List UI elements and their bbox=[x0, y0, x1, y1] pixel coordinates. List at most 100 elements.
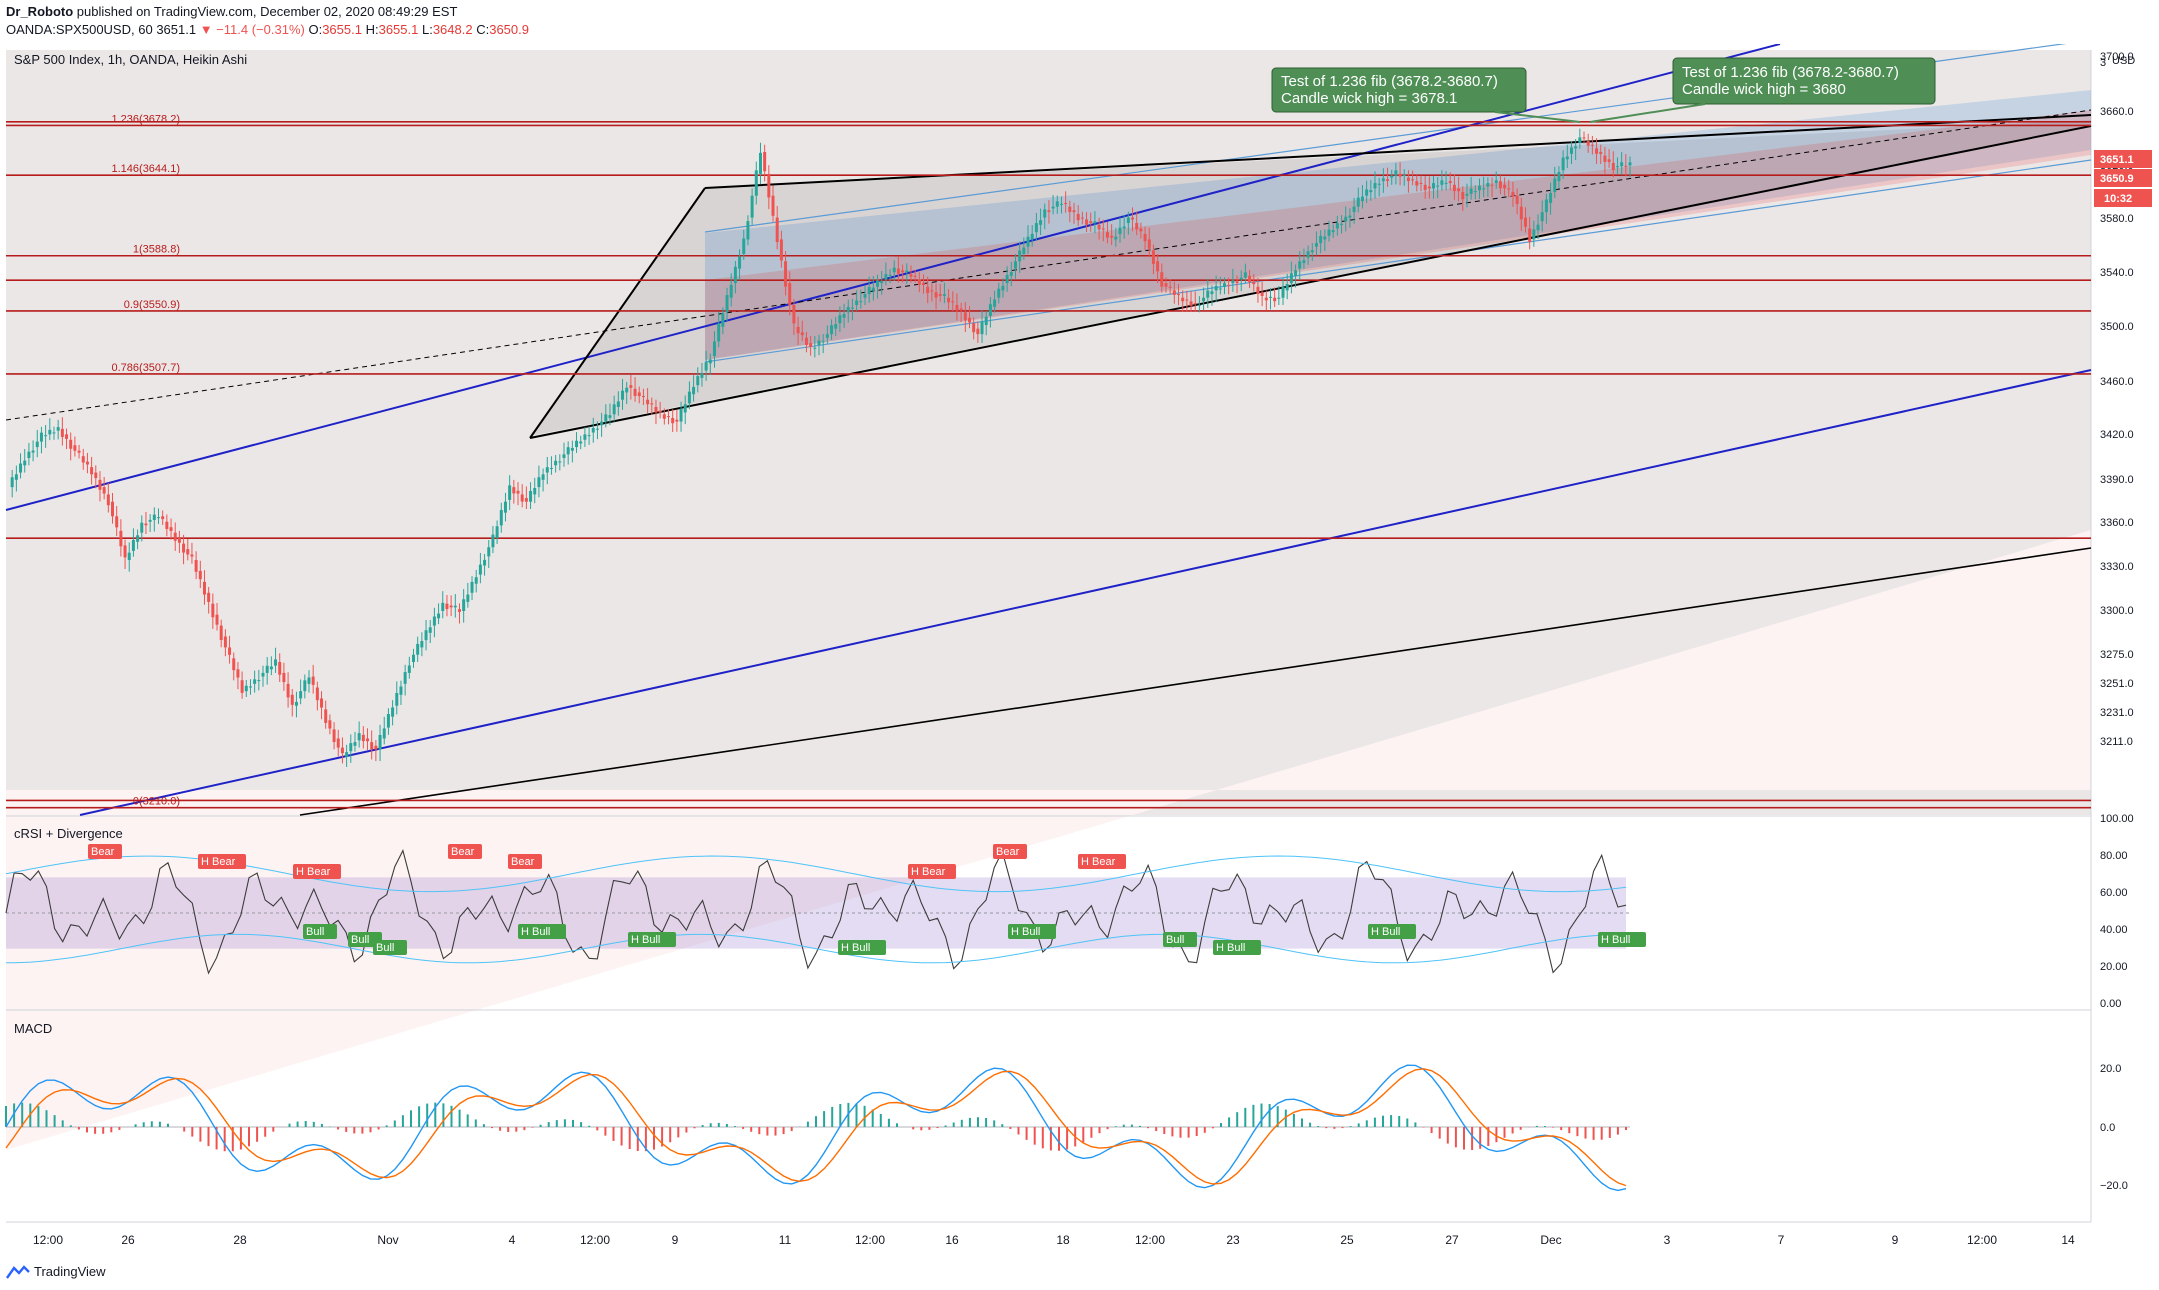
macd-hist-bar bbox=[539, 1124, 542, 1127]
macd-hist-bar bbox=[758, 1127, 761, 1135]
macd-hist-bar bbox=[1130, 1124, 1133, 1127]
candle-body bbox=[437, 613, 441, 619]
time-tick-label: 9 bbox=[672, 1233, 679, 1247]
candle-body bbox=[1557, 171, 1561, 182]
candle-body bbox=[1068, 206, 1072, 213]
candle-body bbox=[533, 488, 537, 495]
candle-body bbox=[1348, 215, 1352, 218]
candle-body bbox=[152, 514, 156, 520]
candle-body bbox=[821, 341, 825, 343]
macd-hist-bar bbox=[1195, 1127, 1198, 1136]
candle-body bbox=[1406, 177, 1410, 182]
candle-body bbox=[667, 416, 671, 418]
candle-body bbox=[483, 559, 487, 566]
candle-body bbox=[1289, 273, 1293, 284]
main-legend: S&P 500 Index, 1h, OANDA, Heikin Ashi bbox=[14, 52, 247, 67]
candle-body bbox=[111, 501, 115, 517]
candle-body bbox=[1252, 281, 1256, 285]
price-tick-label: 3580.0 bbox=[2100, 213, 2134, 225]
candle-body bbox=[951, 301, 955, 303]
candle-body bbox=[913, 275, 917, 277]
crsi-tick-label: 0.00 bbox=[2100, 998, 2121, 1010]
callout-2[interactable]: Test of 1.236 fib (3678.2-3680.7) Candle… bbox=[1672, 57, 1936, 105]
candle-body bbox=[257, 680, 261, 682]
candle-body bbox=[871, 287, 875, 291]
macd-hist-bar bbox=[369, 1127, 372, 1133]
time-tick-label: 12:00 bbox=[580, 1233, 610, 1247]
candle-body bbox=[470, 581, 474, 593]
macd-hist-bar bbox=[1009, 1127, 1012, 1130]
callout-1[interactable]: Test of 1.236 fib (3678.2-3680.7) Candle… bbox=[1271, 67, 1527, 113]
candle-body bbox=[988, 304, 992, 316]
candle-body bbox=[1013, 261, 1017, 269]
macd-hist-bar bbox=[1333, 1127, 1336, 1129]
macd-hist-bar bbox=[223, 1127, 226, 1152]
macd-hist-bar bbox=[693, 1127, 696, 1129]
candle-body bbox=[232, 658, 236, 671]
macd-hist-bar bbox=[985, 1117, 988, 1127]
candle-body bbox=[462, 599, 466, 611]
candle-body bbox=[332, 729, 336, 742]
price-tick-label: 3251.0 bbox=[2100, 678, 2134, 690]
macd-layer bbox=[5, 1064, 1630, 1192]
candle-body bbox=[1582, 137, 1586, 139]
candle-body bbox=[633, 388, 637, 396]
macd-hist-bar bbox=[928, 1127, 931, 1130]
candle-body bbox=[1444, 182, 1448, 184]
candle-body bbox=[215, 614, 219, 625]
time-tick-label: 18 bbox=[1056, 1233, 1070, 1247]
candle-body bbox=[1423, 184, 1427, 191]
tradingview-logo[interactable]: TradingView bbox=[6, 1264, 106, 1279]
currency-label[interactable]: USD bbox=[2112, 55, 2135, 67]
macd-hist-bar bbox=[944, 1125, 947, 1127]
author-name[interactable]: Dr_Roboto bbox=[6, 4, 74, 19]
macd-hist-bar bbox=[1519, 1127, 1522, 1130]
candle-body bbox=[654, 407, 658, 413]
bull-label-bg bbox=[303, 924, 337, 939]
candle-body bbox=[441, 602, 445, 611]
candle-body bbox=[980, 321, 984, 335]
macd-hist-bar bbox=[1098, 1127, 1101, 1134]
fib-label: 1.146(3644.1) bbox=[112, 163, 181, 175]
candle-body bbox=[1595, 148, 1599, 154]
candle-body bbox=[407, 665, 411, 673]
candle-body bbox=[39, 432, 43, 442]
price-tick-label: 3500.0 bbox=[2100, 321, 2134, 333]
chart-canvas[interactable]: 1.236(3678.2) 1.146(3644.1) 1(3588.8) 0.9(3… bbox=[0, 44, 2159, 1260]
macd-hist-bar bbox=[1171, 1127, 1174, 1137]
candle-body bbox=[44, 435, 48, 437]
candle-body bbox=[1381, 178, 1385, 182]
macd-hist-bar bbox=[604, 1127, 607, 1136]
bull-label: Bull bbox=[351, 934, 369, 946]
candle-body bbox=[880, 281, 884, 284]
bull-label: H Bull bbox=[1371, 926, 1400, 938]
macd-hist-bar bbox=[1058, 1127, 1060, 1151]
macd-hist-bar bbox=[1220, 1123, 1222, 1127]
candle-body bbox=[81, 456, 85, 463]
candle-body bbox=[361, 734, 365, 742]
candle-body bbox=[27, 451, 31, 458]
candle-body bbox=[1356, 197, 1360, 207]
macd-hist-bar bbox=[13, 1103, 16, 1127]
macd-hist-bar bbox=[1187, 1127, 1190, 1138]
candle-body bbox=[855, 300, 859, 305]
macd-hist-bar bbox=[863, 1105, 866, 1127]
macd-hist-bar bbox=[1503, 1127, 1506, 1138]
candle-body bbox=[123, 545, 127, 558]
candle-body bbox=[140, 522, 144, 533]
candle-body bbox=[1335, 223, 1339, 229]
candle-body bbox=[1352, 206, 1356, 213]
candle-body bbox=[917, 279, 921, 285]
callout-2-line2: Candle wick high = 3680 bbox=[1682, 81, 1846, 98]
countdown-badge-text: 10:32 bbox=[2104, 193, 2132, 205]
candle-body bbox=[537, 477, 541, 488]
candle-body bbox=[307, 677, 311, 684]
candle-body bbox=[240, 680, 244, 693]
candle-body bbox=[211, 603, 215, 618]
candle-body bbox=[650, 403, 654, 405]
macd-hist-bar bbox=[1592, 1127, 1595, 1140]
candle-body bbox=[834, 324, 838, 329]
macd-hist-bar bbox=[1268, 1104, 1271, 1127]
candle-body bbox=[792, 305, 796, 324]
candle-body bbox=[671, 417, 675, 424]
